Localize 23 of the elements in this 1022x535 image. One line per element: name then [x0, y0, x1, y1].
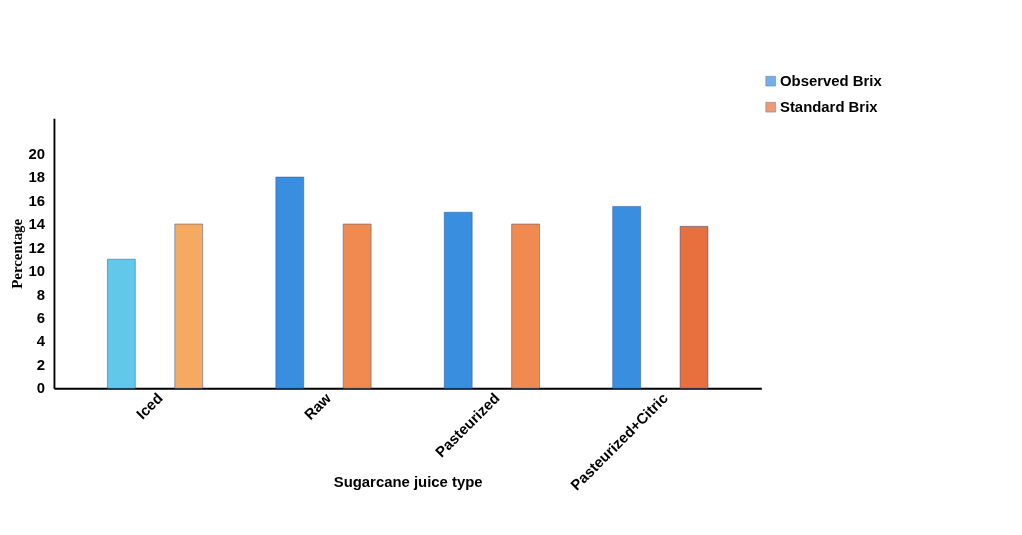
legend-label: Observed Brix [780, 72, 883, 89]
y-tick-label: 8 [36, 286, 46, 303]
bar [679, 226, 709, 389]
y-tick-label: 14 [28, 216, 46, 233]
y-tick-label: 10 [28, 263, 46, 280]
bar [342, 223, 372, 389]
y-tick-label: 6 [36, 310, 46, 327]
y-tick-label: 4 [36, 333, 46, 350]
y-tick-label: 12 [28, 239, 46, 256]
bar [275, 176, 304, 389]
legend-label: Standard Brix [780, 98, 879, 115]
bar [511, 223, 540, 389]
bar [444, 212, 473, 389]
y-tick-label: 16 [28, 192, 46, 209]
y-tick-label: 20 [28, 145, 46, 162]
x-axis-title: Sugarcane juice type [333, 473, 483, 490]
y-tick-label: 18 [28, 169, 46, 186]
y-tick-label: 0 [36, 380, 46, 397]
bar [107, 258, 136, 389]
y-axis-title: Percentage [9, 218, 26, 289]
bar [612, 206, 641, 389]
y-tick-label: 2 [36, 356, 46, 373]
bar [174, 223, 203, 389]
